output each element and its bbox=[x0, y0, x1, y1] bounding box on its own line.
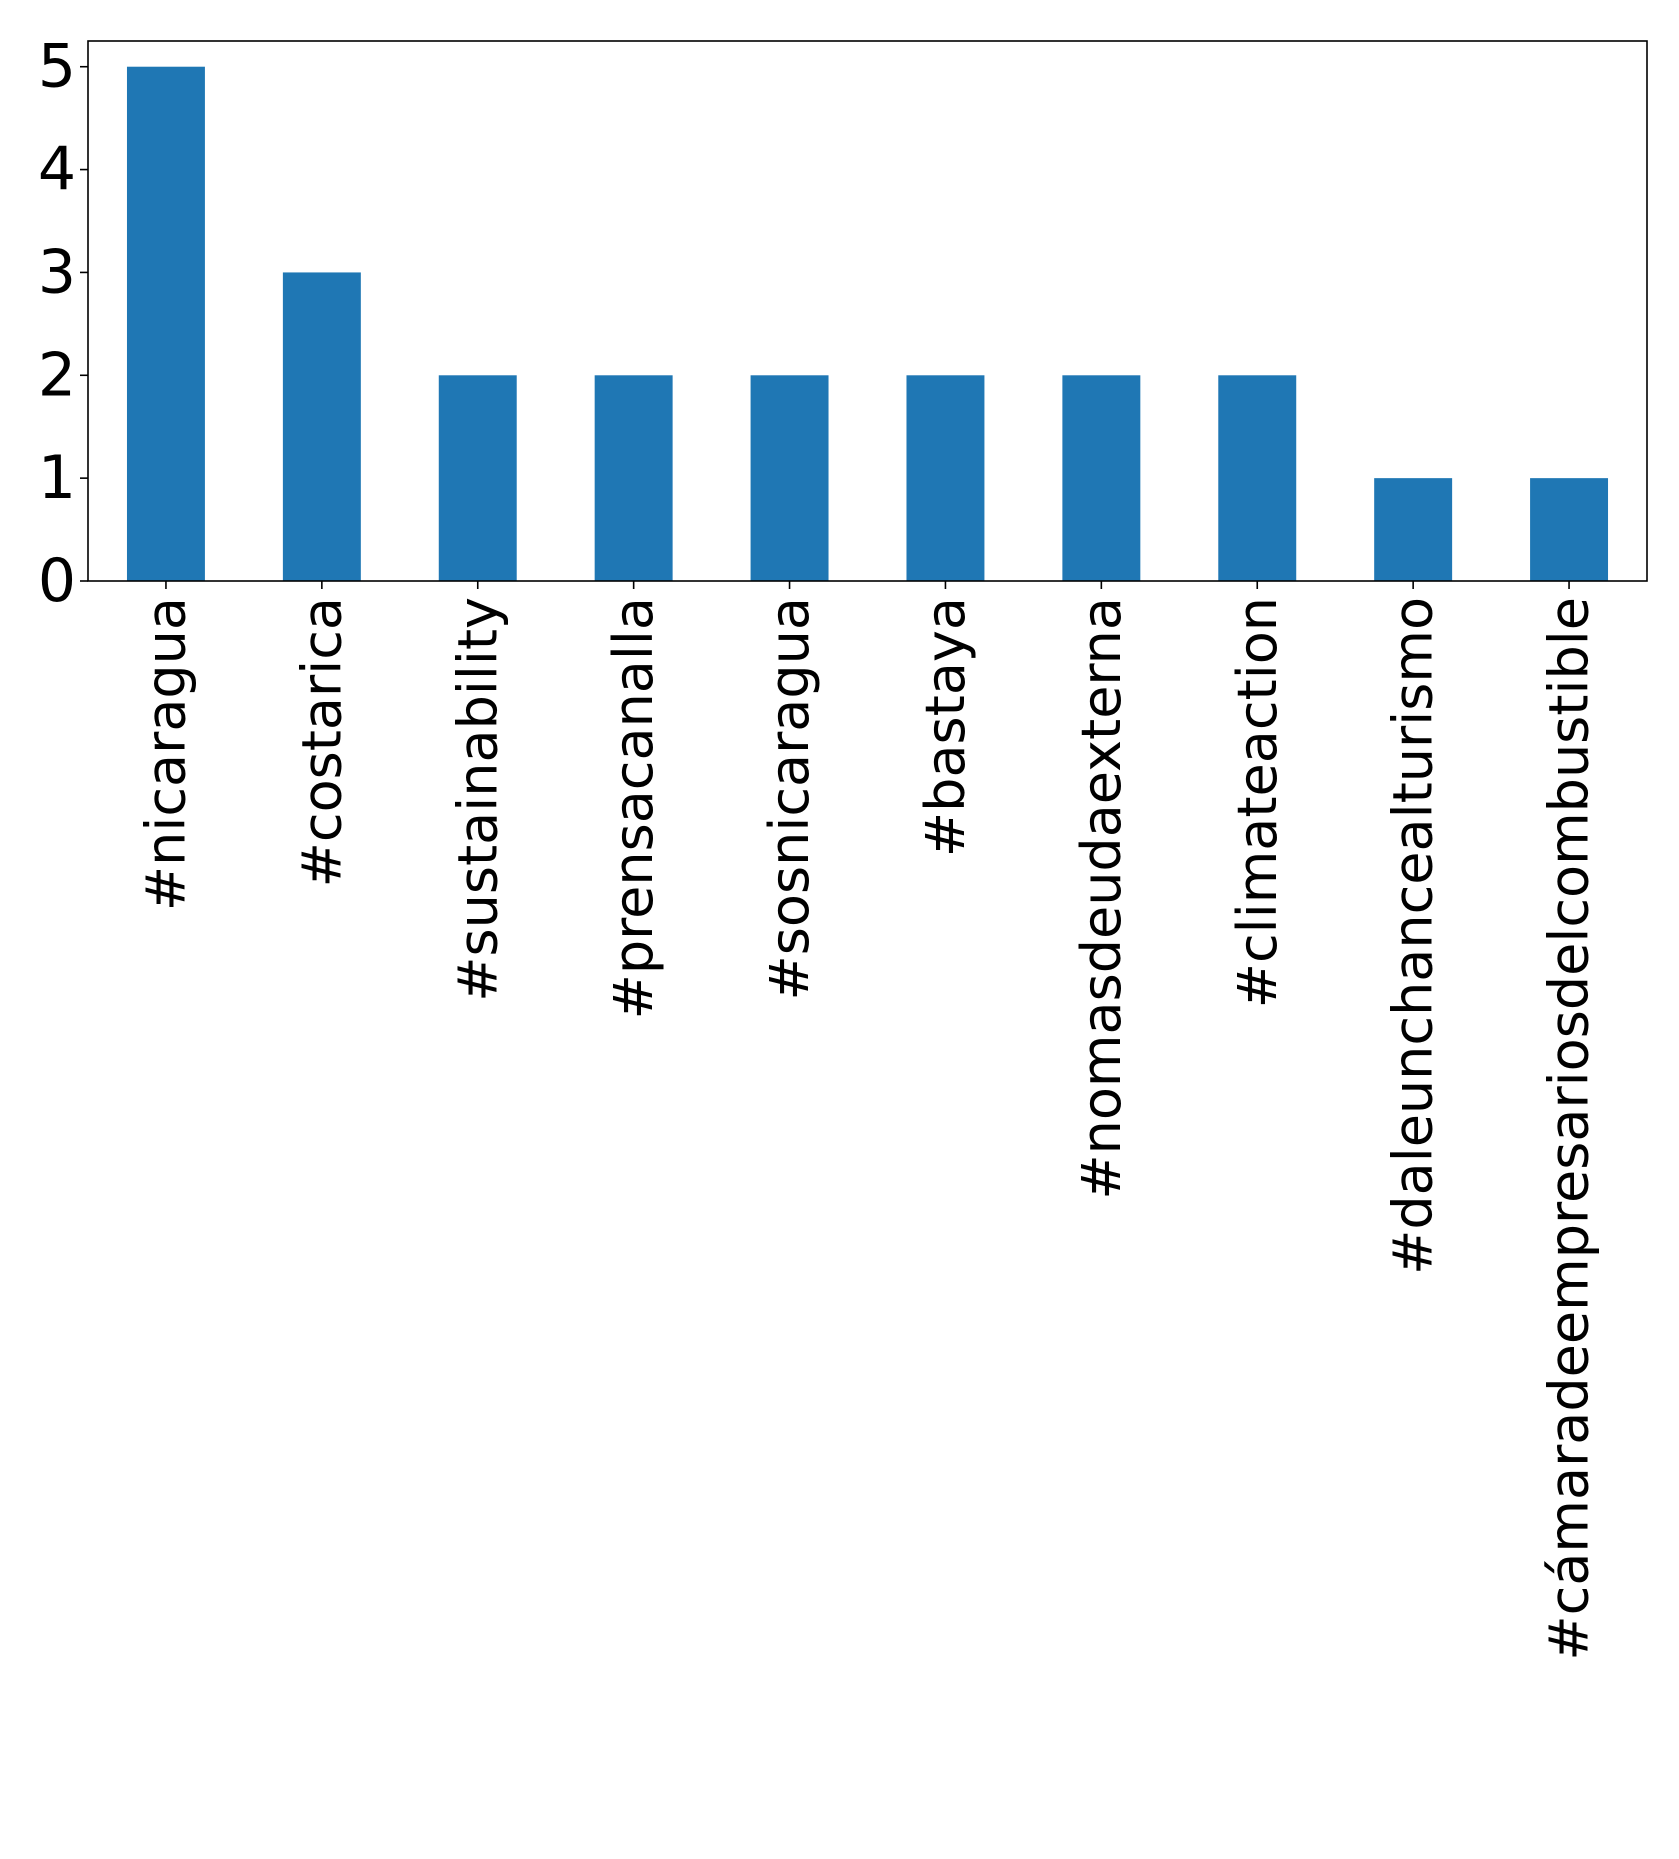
x-tick-label-cámaradeempresariosdelcombustible: #cámaradeempresariosdelcombustible bbox=[1538, 597, 1601, 1661]
bar-costarica bbox=[282, 272, 361, 581]
x-tick-label-costarica: #costarica bbox=[290, 597, 353, 887]
y-tick-label: 4 bbox=[38, 135, 76, 205]
bar-daleunchancealturismo bbox=[1374, 478, 1453, 581]
bar-bastaya bbox=[906, 375, 985, 581]
bar-prensacanalla bbox=[594, 375, 673, 581]
x-tick-label-nicaragua: #nicaragua bbox=[134, 597, 197, 911]
plot-frame bbox=[87, 40, 1648, 582]
x-tick-label-climateaction: #climateaction bbox=[1226, 597, 1289, 1008]
x-tick-label-prensacanalla: #prensacanalla bbox=[602, 597, 665, 1019]
x-axis: #nicaragua #costarica #sustainability #pren… bbox=[134, 581, 1601, 1661]
y-tick-label: 0 bbox=[38, 546, 76, 616]
bar-sustainability bbox=[438, 375, 517, 581]
y-axis: 0 1 2 3 4 5 bbox=[38, 32, 88, 616]
bar-climateaction bbox=[1218, 375, 1297, 581]
x-tick-label-sosnicaragua: #sosnicaragua bbox=[758, 597, 821, 1000]
x-tick-label-daleunchancealturismo: #daleunchancealturismo bbox=[1382, 597, 1445, 1275]
bar-sosnicaragua bbox=[750, 375, 829, 581]
bar-nicaragua bbox=[126, 66, 205, 581]
x-tick-label-nomasdeudaexterna: #nomasdeudaexterna bbox=[1070, 597, 1133, 1200]
bars-group bbox=[126, 66, 1609, 581]
y-tick-label: 5 bbox=[38, 32, 76, 102]
x-tick-label-bastaya: #bastaya bbox=[914, 597, 977, 857]
bar-nomasdeudaexterna bbox=[1062, 375, 1141, 581]
y-tick-label: 1 bbox=[38, 443, 76, 513]
y-tick-label: 2 bbox=[38, 340, 76, 410]
y-tick-label: 3 bbox=[38, 237, 76, 307]
x-tick-label-sustainability: #sustainability bbox=[446, 597, 509, 1002]
bar-cámaradeempresariosdelcombustible bbox=[1530, 478, 1609, 581]
